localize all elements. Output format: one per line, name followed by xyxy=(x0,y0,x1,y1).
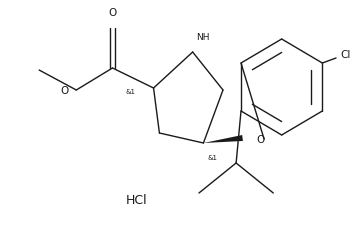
Text: NH: NH xyxy=(197,33,210,42)
Text: O: O xyxy=(108,8,117,18)
Polygon shape xyxy=(204,135,243,143)
Text: O: O xyxy=(60,86,68,96)
Text: HCl: HCl xyxy=(126,194,148,207)
Text: &1: &1 xyxy=(207,155,217,161)
Text: Cl: Cl xyxy=(340,50,350,60)
Text: O: O xyxy=(256,135,265,145)
Text: &1: &1 xyxy=(126,89,136,95)
